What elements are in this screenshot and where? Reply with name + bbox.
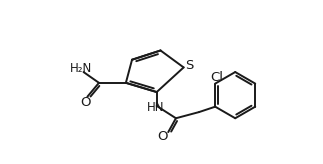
Text: H₂N: H₂N: [70, 62, 92, 75]
Text: Cl: Cl: [210, 71, 223, 84]
Text: O: O: [157, 130, 167, 143]
Text: S: S: [185, 59, 193, 72]
Text: HN: HN: [146, 101, 164, 114]
Text: O: O: [81, 96, 91, 109]
